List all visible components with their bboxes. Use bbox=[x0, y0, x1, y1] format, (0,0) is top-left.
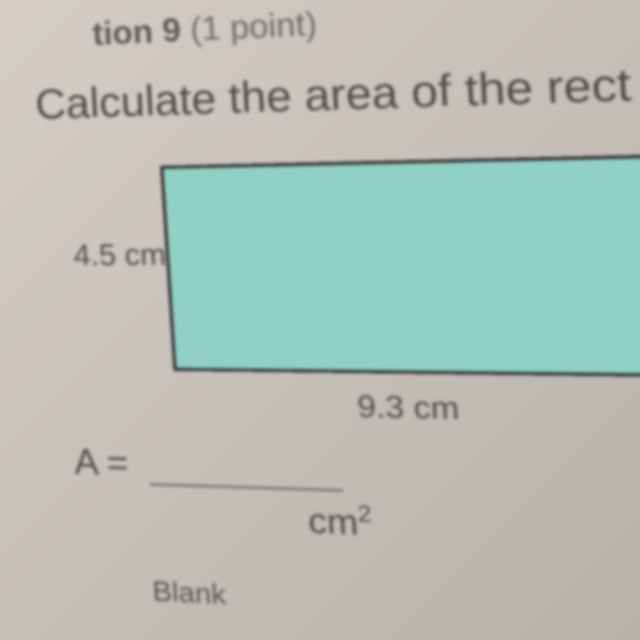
question-prompt: Calculate the area of the rect bbox=[34, 55, 640, 129]
blank-label: Blank bbox=[152, 575, 227, 612]
area-equation: A = bbox=[73, 441, 354, 492]
unit-exponent: 2 bbox=[357, 500, 372, 527]
question-header: tion 9 (1 point) bbox=[91, 0, 640, 53]
question-number: tion 9 bbox=[91, 11, 181, 52]
unit-text: cm bbox=[307, 501, 359, 543]
answer-blank[interactable] bbox=[150, 483, 343, 491]
points-label: (1 point) bbox=[189, 5, 318, 48]
figure-container: 4.5 cm 9.3 cm A = cm2 Blank bbox=[79, 154, 640, 168]
area-prefix: A = bbox=[73, 441, 129, 484]
area-unit: cm2 bbox=[307, 499, 373, 545]
rectangle-shape bbox=[160, 154, 640, 376]
bottom-dimension-label: 9.3 cm bbox=[356, 390, 460, 428]
side-dimension-label: 4.5 cm bbox=[73, 238, 167, 273]
worksheet-page: tion 9 (1 point) Calculate the area of t… bbox=[0, 0, 640, 130]
